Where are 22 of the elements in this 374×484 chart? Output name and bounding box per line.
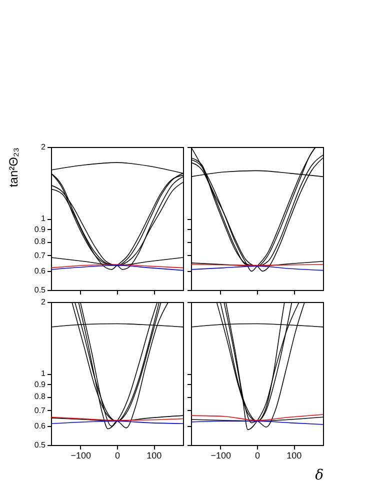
- y-tick-label: 0.5: [34, 286, 46, 294]
- y-tick-label: 0.7: [34, 250, 46, 260]
- y-tick-label: 0.8: [34, 237, 46, 246]
- y-tick-label: 0.9: [34, 224, 46, 234]
- y-tick-label: 0.9: [34, 380, 46, 389]
- y-tick-label: 0.8: [34, 392, 46, 402]
- x-tick-label: −100: [70, 450, 91, 460]
- y-tick-label: 0.7: [34, 406, 46, 415]
- x-tick-label: 100: [286, 450, 302, 460]
- x-axis-title: δ: [315, 468, 324, 484]
- y-tick-label: 1: [41, 369, 46, 378]
- y-tick-label: 1: [41, 214, 46, 223]
- y-axis-title: tan²Θ₂₃: [6, 147, 20, 188]
- x-tick-label: 100: [146, 450, 162, 460]
- x-tick-label: −100: [210, 450, 231, 460]
- y-tick-label: 0.6: [34, 266, 46, 276]
- x-tick-label: 0: [254, 450, 260, 460]
- x-tick-label: 0: [114, 450, 120, 460]
- y-tick-label: 2: [41, 142, 46, 152]
- y-tick-label: 0.6: [34, 422, 46, 431]
- y-tick-label: 0.5: [34, 440, 46, 450]
- y-tick-label: 2: [41, 298, 46, 306]
